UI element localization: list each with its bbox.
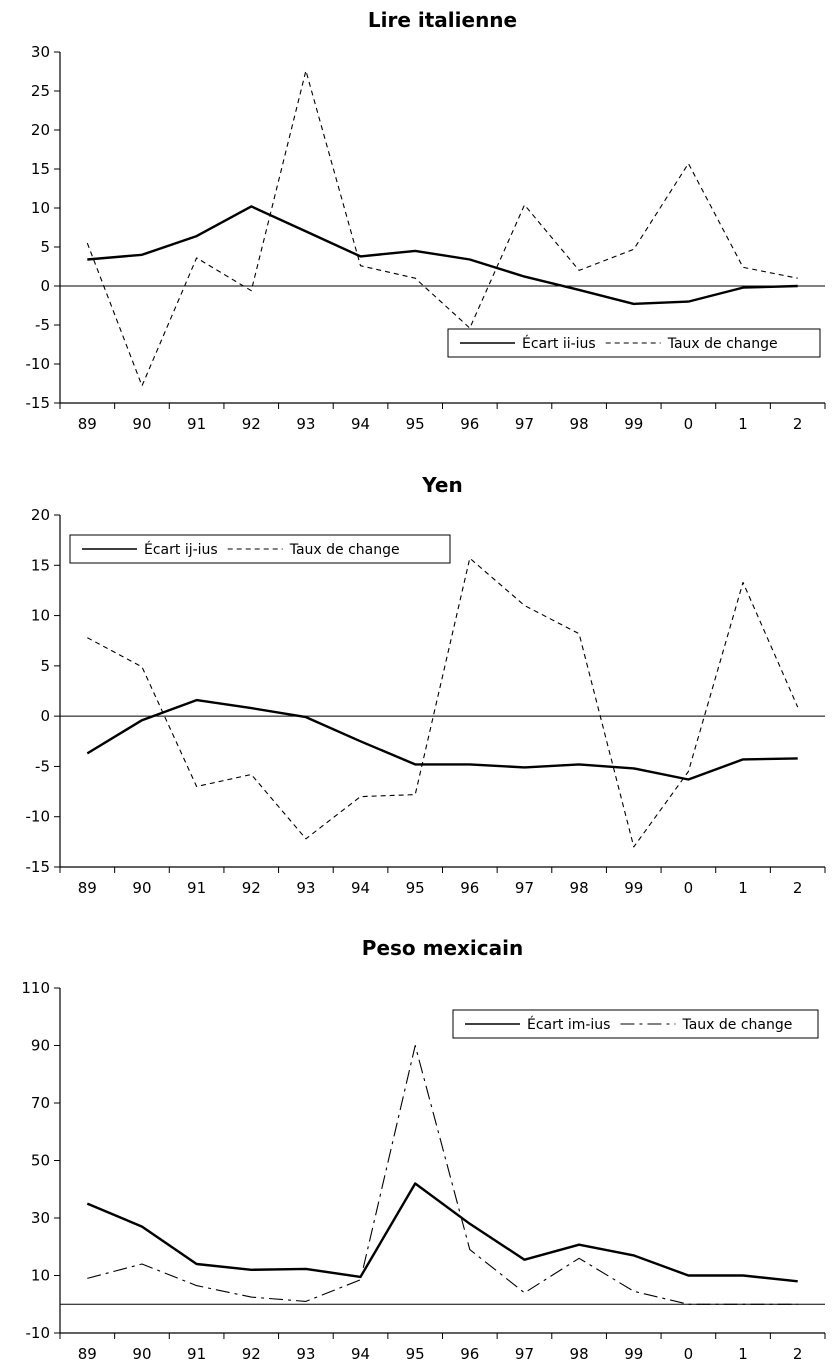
y-tick-label: 0 [40, 707, 50, 725]
x-tick-label: 2 [793, 1345, 803, 1363]
legend-label: Taux de change [289, 542, 400, 558]
legend-label: Écart ii-ius [522, 335, 596, 352]
x-tick-label: 1 [738, 1345, 748, 1363]
legend-label: Taux de change [681, 1017, 792, 1033]
y-tick-label: -5 [35, 316, 50, 334]
x-tick-label: 92 [242, 415, 261, 433]
x-tick-label: 95 [406, 879, 425, 897]
x-tick-label: 93 [296, 415, 315, 433]
y-tick-label: 20 [31, 121, 50, 139]
y-tick-label: -5 [35, 757, 50, 775]
series-line-ecart [87, 205, 798, 306]
y-tick-label: 5 [40, 657, 50, 675]
x-tick-label: 98 [570, 879, 589, 897]
legend: Écart im-ius Taux de change [452, 1009, 819, 1039]
series-line-taux-de-change [87, 557, 799, 848]
chart-title: Peso mexicain [362, 936, 523, 960]
x-tick-label: 99 [624, 415, 643, 433]
y-tick-label: -10 [26, 1324, 51, 1342]
y-tick-label: 10 [31, 1267, 50, 1285]
y-tick-label: 50 [31, 1152, 50, 1170]
x-tick-label: 0 [684, 415, 694, 433]
y-tick-label: 0 [40, 277, 50, 295]
y-tick-label: 90 [31, 1037, 50, 1055]
x-tick-label: 95 [406, 1345, 425, 1363]
x-tick-label: 94 [351, 1345, 370, 1363]
legend: Écart ij-ius Taux de change [69, 534, 451, 564]
legend-label: Écart ij-ius [144, 541, 218, 558]
x-tick-label: 96 [460, 415, 479, 433]
series-line-taux-de-change [87, 1044, 798, 1305]
x-tick-label: 91 [187, 415, 206, 433]
x-tick-label: 98 [570, 415, 589, 433]
chart-title: Yen [421, 473, 462, 497]
y-tick-label: 110 [21, 979, 50, 997]
x-tick-label: 95 [406, 415, 425, 433]
y-tick-label: 70 [31, 1094, 50, 1112]
x-tick-label: 90 [132, 879, 151, 897]
x-tick-label: 94 [351, 879, 370, 897]
series-line-ecart [86, 1182, 798, 1283]
y-tick-label: -10 [26, 355, 51, 373]
x-tick-label: 89 [78, 415, 97, 433]
x-tick-label: 98 [570, 1345, 589, 1363]
x-tick-label: 97 [515, 415, 534, 433]
y-tick-label: 10 [31, 607, 50, 625]
x-tick-label: 91 [187, 879, 206, 897]
x-tick-label: 96 [460, 1345, 479, 1363]
x-tick-label: 0 [684, 1345, 694, 1363]
y-tick-label: 15 [31, 556, 50, 574]
x-tick-label: 89 [78, 1345, 97, 1363]
y-tick-label: 30 [31, 1209, 50, 1227]
x-tick-label: 90 [132, 1345, 151, 1363]
x-tick-label: 94 [351, 415, 370, 433]
x-tick-label: 97 [515, 1345, 534, 1363]
x-tick-label: 96 [460, 879, 479, 897]
y-tick-label: 15 [31, 160, 50, 178]
y-tick-label: 25 [31, 82, 50, 100]
x-tick-label: 92 [242, 1345, 261, 1363]
legend-label: Écart im-ius [527, 1016, 610, 1033]
series-line-taux-de-change [86, 70, 798, 387]
x-tick-label: 99 [624, 1345, 643, 1363]
y-tick-label: -15 [26, 858, 51, 876]
x-tick-label: 0 [684, 879, 694, 897]
y-tick-label: 20 [31, 506, 50, 524]
legend-label: Taux de change [667, 336, 778, 352]
chart-title: Lire italienne [368, 8, 517, 32]
x-tick-label: 1 [738, 879, 748, 897]
x-tick-label: 89 [78, 879, 97, 897]
y-tick-label: 30 [31, 43, 50, 61]
x-tick-label: 93 [296, 879, 315, 897]
x-tick-label: 1 [738, 415, 748, 433]
y-tick-label: 10 [31, 199, 50, 217]
x-tick-label: 92 [242, 879, 261, 897]
series-line-ecart [86, 698, 798, 781]
x-tick-label: 90 [132, 415, 151, 433]
x-tick-label: 99 [624, 879, 643, 897]
x-tick-label: 97 [515, 879, 534, 897]
y-tick-label: -10 [26, 808, 51, 826]
y-tick-label: -15 [26, 394, 51, 412]
legend: Écart ii-ius Taux de change [447, 328, 821, 358]
x-tick-label: 93 [296, 1345, 315, 1363]
x-tick-label: 2 [793, 415, 803, 433]
x-tick-label: 91 [187, 1345, 206, 1363]
x-tick-label: 2 [793, 879, 803, 897]
y-tick-label: 5 [40, 238, 50, 256]
